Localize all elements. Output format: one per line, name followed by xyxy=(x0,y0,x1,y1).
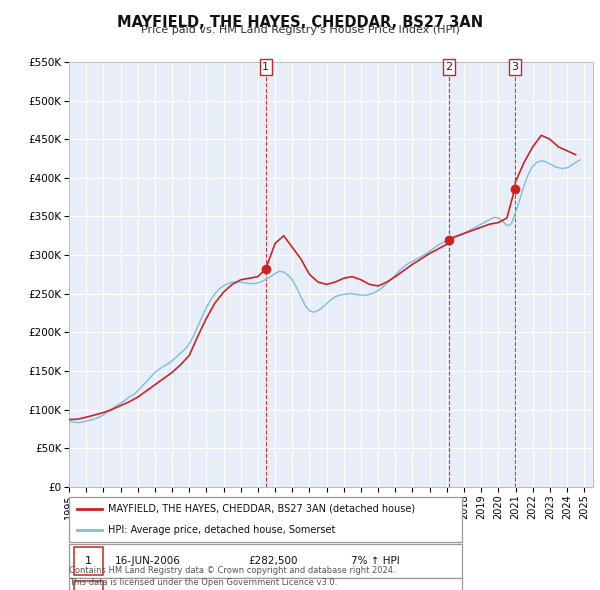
Text: 7% ↑ HPI: 7% ↑ HPI xyxy=(351,556,400,566)
Text: 2: 2 xyxy=(445,62,452,72)
Text: 3: 3 xyxy=(511,62,518,72)
Text: Price paid vs. HM Land Registry's House Price Index (HPI): Price paid vs. HM Land Registry's House … xyxy=(140,25,460,35)
Text: £282,500: £282,500 xyxy=(248,556,298,566)
Text: MAYFIELD, THE HAYES, CHEDDAR, BS27 3AN: MAYFIELD, THE HAYES, CHEDDAR, BS27 3AN xyxy=(117,15,483,30)
Text: Contains HM Land Registry data © Crown copyright and database right 2024.
This d: Contains HM Land Registry data © Crown c… xyxy=(69,566,395,587)
Text: MAYFIELD, THE HAYES, CHEDDAR, BS27 3AN (detached house): MAYFIELD, THE HAYES, CHEDDAR, BS27 3AN (… xyxy=(109,504,415,514)
Text: 16-JUN-2006: 16-JUN-2006 xyxy=(115,556,181,566)
Text: 1: 1 xyxy=(262,62,269,72)
Bar xyxy=(74,547,103,575)
Text: HPI: Average price, detached house, Somerset: HPI: Average price, detached house, Some… xyxy=(109,525,335,535)
Text: 1: 1 xyxy=(85,556,92,566)
Bar xyxy=(74,581,103,590)
